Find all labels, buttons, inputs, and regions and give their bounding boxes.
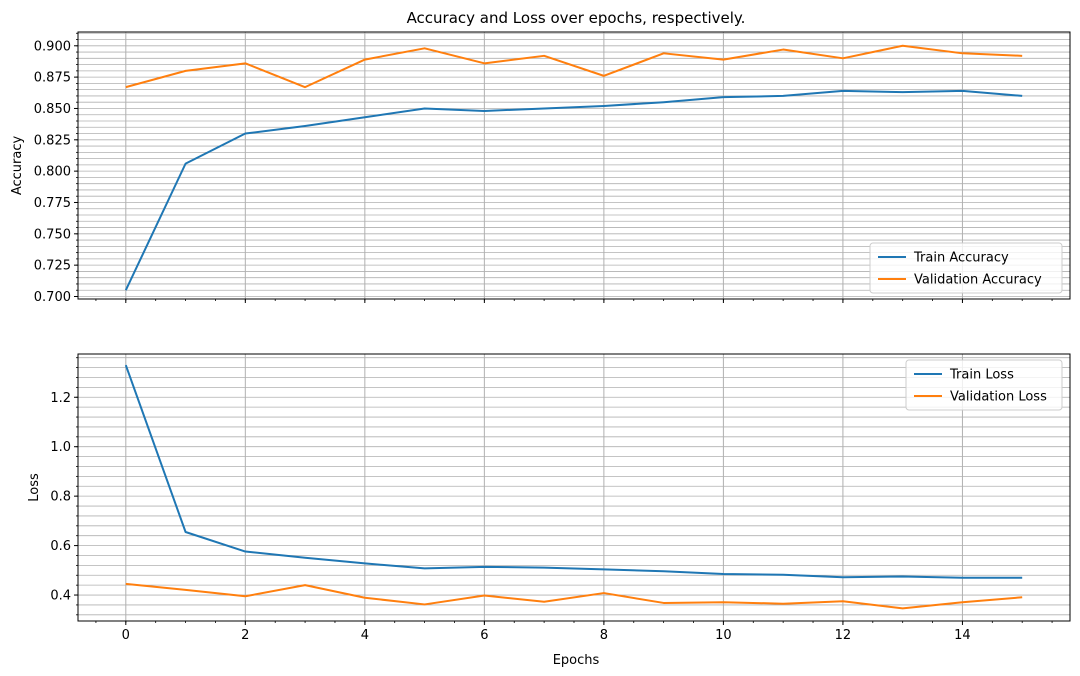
- y-tick-label: 0.825: [34, 133, 71, 148]
- y-tick-label: 0.875: [34, 71, 71, 86]
- legend: Train Loss Validation Loss: [905, 359, 1063, 411]
- x-tick-label: 8: [600, 628, 608, 643]
- series-line-validation-loss: [125, 582, 1023, 610]
- x-tick-label: 6: [480, 628, 488, 643]
- x-tick-label: 12: [835, 628, 852, 643]
- legend-label: Train Accuracy: [913, 251, 1009, 266]
- loss-subplot: 0.4 0.6 0.8 1.0 1.2 0 2 4 6 8 10 12 14 Loss Train Loss…: [27, 353, 1071, 643]
- y-tick-label: 0.8: [50, 490, 71, 505]
- figure-title: Accuracy and Loss over epochs, respectiv…: [407, 9, 746, 27]
- x-tick-label: 14: [954, 628, 971, 643]
- y-tick-label: 1.0: [50, 440, 71, 455]
- y-tick-label: 1.2: [50, 391, 71, 406]
- series-line-train-loss: [124, 364, 1023, 579]
- x-tick-label: 4: [361, 628, 369, 643]
- y-tick-label: 0.750: [34, 227, 71, 242]
- legend-label: Validation Loss: [950, 390, 1047, 405]
- x-axis-label: Epochs: [553, 653, 600, 668]
- y-tick-label: 0.775: [34, 196, 71, 211]
- legend-box: [869, 242, 1063, 294]
- y-tick-label: 0.725: [34, 259, 71, 274]
- y-axis-label: Accuracy: [10, 136, 25, 196]
- y-tick-label: 0.850: [34, 102, 71, 117]
- legend-label: Validation Accuracy: [914, 273, 1042, 288]
- legend-label: Train Loss: [949, 368, 1014, 383]
- series-line-validation-accuracy: [125, 44, 1023, 89]
- x-tick-label: 10: [715, 628, 732, 643]
- x-tick-label: 2: [241, 628, 249, 643]
- y-tick-label: 0.700: [34, 290, 71, 305]
- y-tick-label: 0.800: [34, 165, 71, 180]
- y-axis-label: Loss: [27, 473, 42, 502]
- accuracy-subplot: 0.700 0.725 0.750 0.775 0.800 0.825 0.850 0.875…: [10, 31, 1071, 305]
- x-tick-label: 0: [122, 628, 130, 643]
- y-tick-label: 0.4: [50, 589, 71, 604]
- legend-box: [905, 359, 1063, 411]
- y-tick-label: 0.900: [34, 39, 71, 54]
- y-tick-label: 0.6: [50, 539, 71, 554]
- series-line-train-accuracy: [124, 89, 1023, 291]
- legend: Train Accuracy Validation Accuracy: [869, 242, 1063, 294]
